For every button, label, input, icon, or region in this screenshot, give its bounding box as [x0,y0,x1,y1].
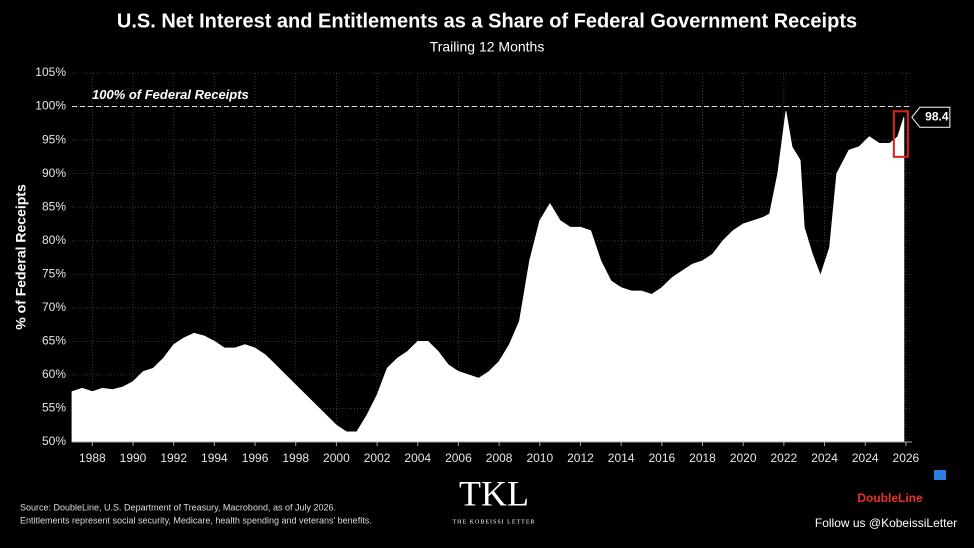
brand: DoubleLine [857,491,923,505]
logo-subtitle: THE KOBEISSI LETTER [453,519,536,525]
value-label: 98.4 [925,109,949,123]
follow: Follow us @KobeissiLetter [815,516,957,530]
x-tick-label: 1990 [120,451,147,465]
y-tick-label: 70% [42,300,66,314]
y-tick-label: 90% [42,166,66,180]
x-tick-label: 2014 [608,451,635,465]
x-tick-label: 2026 [893,451,920,465]
y-tick-label: 65% [42,334,66,348]
highlight-box [892,110,909,158]
x-tick-label: 1994 [201,451,228,465]
x-tick-label: 1988 [79,451,106,465]
x-tick-label: 2008 [486,451,513,465]
reference-label: 100% of Federal Receipts [92,87,249,102]
x-tick-label: 2006 [445,451,472,465]
y-tick-label: 50% [42,434,66,448]
x-tick-label: 2010 [526,451,553,465]
value-callout [911,106,951,128]
x-tick-label: 2000 [323,451,350,465]
x-tick-label: 1996 [242,451,269,465]
x-tick-label: 1998 [282,451,309,465]
chart-title: U.S. Net Interest and Entitlements as a … [117,10,857,32]
y-tick-label: 95% [42,132,66,146]
x-tick-label: 2004 [404,451,431,465]
y-tick-label: 55% [42,401,66,415]
y-tick-label: 60% [42,367,66,381]
x-tick-label: 2002 [364,451,391,465]
logo: TKL [459,473,529,513]
x-tick-label: 2024 [811,451,838,465]
chart-subtitle: Trailing 12 Months [430,39,545,55]
x-tick-label: 2016 [648,451,675,465]
x-tick-label: 1992 [160,451,187,465]
x-tick-label: 2012 [567,451,594,465]
y-tick-label: 85% [42,199,66,213]
y-tick-label: 80% [42,233,66,247]
y-axis-label: % of Federal Receipts [13,184,29,330]
y-tick-label: 100% [35,99,66,113]
brand-icon [934,470,946,480]
source: Source: DoubleLine, U.S. Department of T… [20,502,336,512]
x-tick-label: 2020 [730,451,757,465]
y-tick-label: 75% [42,266,66,280]
area [71,111,905,443]
x-tick-label: 2024 [852,451,879,465]
note: Entitlements represent social security, … [20,515,372,525]
x-tick-label: 2018 [689,451,716,465]
x-tick-label: 2022 [771,451,798,465]
y-tick-label: 105% [35,65,66,79]
